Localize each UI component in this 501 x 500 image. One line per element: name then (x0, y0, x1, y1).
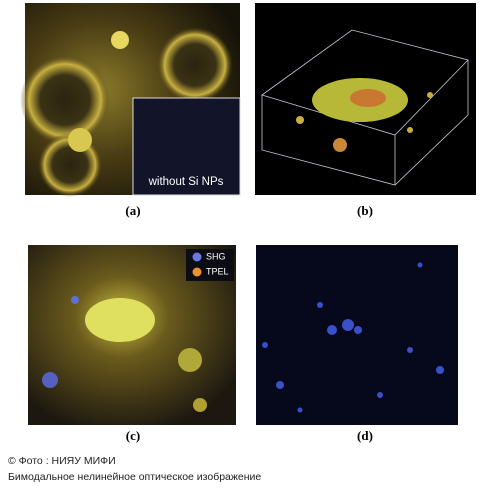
panel-label: (a) (125, 203, 140, 218)
panel-label: (d) (357, 428, 373, 443)
panel-a: without Si NPs (20, 3, 241, 197)
legend-label: TPEL (206, 266, 229, 276)
panel-label: (b) (357, 203, 373, 218)
caption-text: Бимодальное нелинейное оптическое изобра… (8, 471, 262, 483)
photo-credit: © Фото : НИЯУ МИФИ (8, 455, 116, 467)
inset-text: without Si NPs (148, 176, 224, 188)
panel-c: SHG TPEL (28, 245, 236, 425)
legend-label: SHG (206, 251, 226, 261)
figure-panels: without Si NPs (a) (b) SHG TPEL (c) (20, 3, 476, 443)
panel-b (255, 3, 476, 195)
panel-d (256, 245, 458, 425)
panel-label: (c) (126, 428, 140, 443)
